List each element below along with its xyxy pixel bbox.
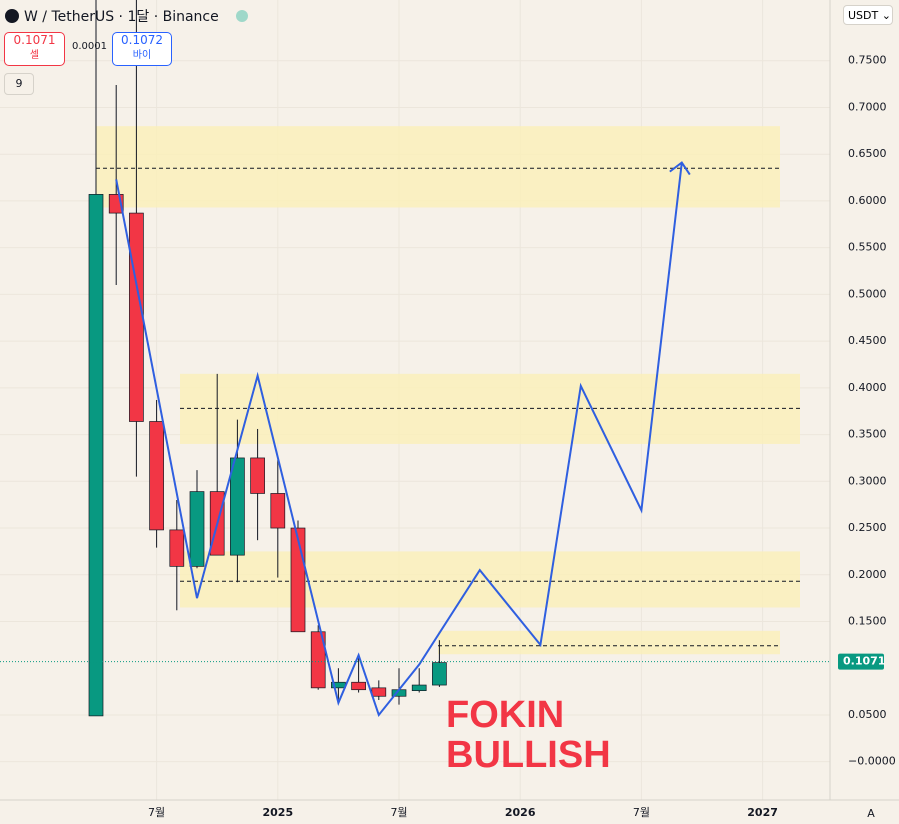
candle-body xyxy=(250,457,265,494)
annotation: FOKIN BULLISH xyxy=(446,695,611,775)
annotation-line: FOKIN xyxy=(446,694,565,736)
annotation-line: BULLISH xyxy=(446,734,611,776)
y-tick-label: −0.0000 xyxy=(848,755,896,768)
x-tick-label: 2027 xyxy=(747,806,778,819)
y-tick-label: 0.2000 xyxy=(848,568,887,581)
sell-button[interactable]: 0.1071 셀 xyxy=(4,32,65,66)
y-tick-label: 0.3500 xyxy=(848,428,887,441)
y-tick-label: 0.5500 xyxy=(848,241,887,254)
y-tick-label: 0.7500 xyxy=(848,54,887,67)
sell-label: 셀 xyxy=(29,50,40,61)
candle-body xyxy=(371,687,387,697)
x-tick-label: 7월 xyxy=(148,806,165,819)
candle-body xyxy=(169,529,185,567)
x-tick-label: 7월 xyxy=(633,806,650,819)
status-dot xyxy=(236,10,248,22)
scale-mode: A xyxy=(867,807,875,820)
candle-body xyxy=(351,681,366,691)
candle-body xyxy=(189,491,205,567)
symbol-title: W / TetherUS · 1달 · Binance xyxy=(24,9,219,25)
indicator-count[interactable]: 9 xyxy=(4,73,34,95)
y-tick-label: 0.6000 xyxy=(848,194,887,207)
currency-select[interactable]: USDT ⌄ xyxy=(843,5,893,25)
symbol-icon xyxy=(5,9,19,23)
y-tick-label: 0.5000 xyxy=(848,287,887,300)
arrow-head xyxy=(669,161,691,176)
sell-price: 0.1071 xyxy=(13,33,56,47)
candle-body xyxy=(88,194,104,717)
candle-body xyxy=(270,493,286,529)
candle-body xyxy=(230,457,245,556)
candle-body xyxy=(129,212,144,422)
x-tick-label: 2025 xyxy=(262,806,293,819)
buy-price: 0.1072 xyxy=(121,33,163,47)
y-tick-label: 0.3000 xyxy=(848,474,887,487)
buy-label: 바이 xyxy=(132,50,152,61)
zone xyxy=(438,630,780,655)
buy-button[interactable]: 0.1072 바이 xyxy=(112,32,172,66)
zone xyxy=(96,126,780,208)
x-tick-label: 2026 xyxy=(505,806,536,819)
y-tick-label: 0.1500 xyxy=(848,614,887,627)
candle-body xyxy=(149,421,164,531)
y-tick-label: 0.4000 xyxy=(848,381,887,394)
y-tick-label: 0.7000 xyxy=(848,100,887,113)
candle-body xyxy=(310,631,326,689)
y-tick-label: 0.4500 xyxy=(848,334,887,347)
price-tag-label: 0.1071 xyxy=(843,655,885,668)
candle-body xyxy=(290,527,306,633)
y-tick-label: 0.6500 xyxy=(848,147,887,160)
projection-line xyxy=(115,162,683,718)
spread: 0.0001 xyxy=(72,41,107,52)
y-tick-label: 0.0500 xyxy=(848,708,887,721)
x-tick-label: 7월 xyxy=(390,806,407,819)
zone xyxy=(180,551,800,608)
price-tag xyxy=(838,653,884,670)
candle-body xyxy=(432,662,447,686)
candle-body xyxy=(411,684,427,692)
y-tick-label: 0.2500 xyxy=(848,521,887,534)
